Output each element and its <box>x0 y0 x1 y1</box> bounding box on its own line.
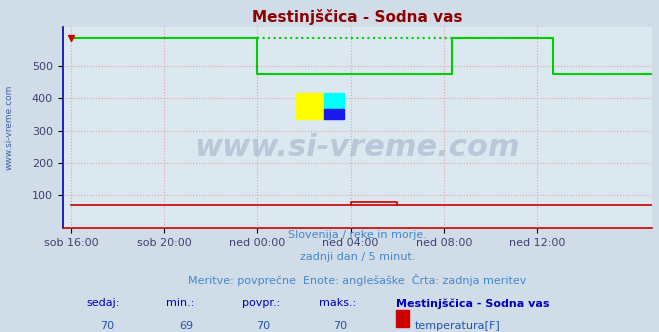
Text: 70: 70 <box>256 321 270 331</box>
Text: min.:: min.: <box>166 298 194 308</box>
Text: 69: 69 <box>179 321 194 331</box>
Text: povpr.:: povpr.: <box>243 298 281 308</box>
Bar <box>324 109 344 119</box>
Bar <box>396 309 409 327</box>
Bar <box>296 93 324 119</box>
Text: Slovenija / reke in morje.: Slovenija / reke in morje. <box>288 230 427 240</box>
Text: zadnji dan / 5 minut.: zadnji dan / 5 minut. <box>300 252 415 262</box>
Text: maks.:: maks.: <box>319 298 357 308</box>
Bar <box>324 93 344 110</box>
Title: Mestinjščica - Sodna vas: Mestinjščica - Sodna vas <box>252 9 463 25</box>
Text: www.si-vreme.com: www.si-vreme.com <box>5 85 14 170</box>
Text: www.si-vreme.com: www.si-vreme.com <box>194 133 521 162</box>
Text: temperatura[F]: temperatura[F] <box>415 321 500 331</box>
Text: 70: 70 <box>100 321 114 331</box>
Text: 70: 70 <box>333 321 347 331</box>
Text: sedaj:: sedaj: <box>86 298 119 308</box>
Text: Meritve: povprečne  Enote: anglešaške  Črta: zadnja meritev: Meritve: povprečne Enote: anglešaške Črt… <box>188 274 527 286</box>
Text: Mestinjščica - Sodna vas: Mestinjščica - Sodna vas <box>396 298 550 309</box>
